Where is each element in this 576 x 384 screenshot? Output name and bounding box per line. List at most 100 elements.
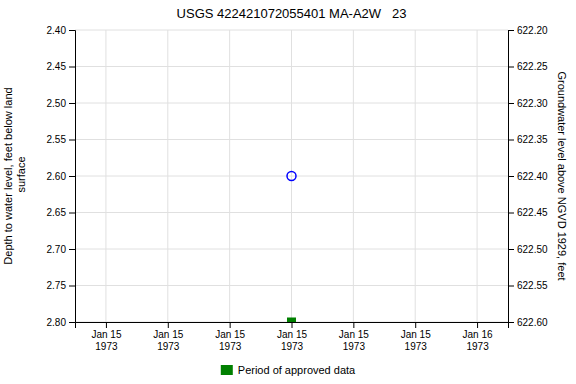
tick: 622.20 bbox=[508, 25, 548, 36]
tick-mark bbox=[106, 322, 107, 328]
tick-mark bbox=[69, 67, 75, 68]
tick: 622.40 bbox=[508, 171, 548, 182]
tick-label: 622.60 bbox=[517, 317, 548, 328]
tick-label: 2.70 bbox=[47, 244, 67, 255]
y-axis-title-line: surface bbox=[15, 156, 27, 195]
series bbox=[288, 318, 296, 322]
tick: 2.80 bbox=[47, 317, 75, 328]
tick-label: 622.35 bbox=[517, 134, 548, 145]
tick-mark bbox=[508, 140, 514, 141]
grid-line bbox=[477, 30, 478, 322]
tick-label: 2.50 bbox=[47, 98, 67, 109]
tick: 622.55 bbox=[508, 280, 548, 291]
tick-label: 2.65 bbox=[47, 207, 67, 218]
tick: 622.45 bbox=[508, 207, 548, 218]
tick-mark bbox=[69, 140, 75, 141]
tick-mark bbox=[69, 213, 75, 214]
tick-label-line: 1973 bbox=[219, 341, 242, 352]
title: USGS 422421072055401 MA-A2W 23 bbox=[177, 6, 407, 21]
tick-mark bbox=[69, 322, 75, 323]
grid-line bbox=[229, 30, 230, 322]
axis-line bbox=[509, 31, 515, 323]
legend: Period of approved data bbox=[221, 364, 356, 376]
tick-label: 2.80 bbox=[47, 317, 67, 328]
tick: 2.50 bbox=[47, 98, 75, 109]
tick-label: 622.40 bbox=[517, 171, 548, 182]
tick: 2.70 bbox=[47, 244, 75, 255]
y-axis-title: Depth to water level, feet below land su… bbox=[2, 87, 27, 264]
grid-line bbox=[105, 30, 106, 322]
series bbox=[287, 172, 296, 181]
tick-mark bbox=[508, 322, 514, 323]
tick-label: 2.45 bbox=[47, 61, 67, 72]
tick-label-line: 1973 bbox=[95, 341, 118, 352]
tick-mark bbox=[69, 176, 75, 177]
tick: Jan 151973 bbox=[339, 322, 369, 352]
grid-line bbox=[353, 30, 354, 322]
tick-mark bbox=[508, 176, 514, 177]
tick-label-line: Jan 16 bbox=[463, 329, 493, 340]
legend-swatch bbox=[221, 365, 233, 375]
tick: 2.65 bbox=[47, 207, 75, 218]
tick-mark bbox=[230, 322, 231, 328]
tick: 622.50 bbox=[508, 244, 548, 255]
y-axis: 2.40 2.45 2.50 2.55 2.60 2.65 2.70 2.75 2.80 bbox=[47, 25, 76, 328]
tick-mark bbox=[292, 322, 293, 328]
x-axis: Jan 151973Jan 151973Jan 151973Jan 151973… bbox=[76, 322, 509, 352]
tick-label: Jan 151973 bbox=[215, 329, 245, 352]
tick-label-line: 1973 bbox=[157, 341, 180, 352]
axis-line bbox=[69, 31, 76, 323]
y2-axis-title-line: Groundwater level above NGVD 1929, feet bbox=[556, 71, 568, 280]
tick-label-line: Jan 15 bbox=[153, 329, 183, 340]
plot: Jan 151973Jan 151973Jan 151973Jan 151973… bbox=[2, 6, 568, 352]
tick-mark bbox=[69, 249, 75, 250]
tick-mark bbox=[168, 322, 169, 328]
tick: Jan 151973 bbox=[277, 322, 307, 352]
tick-label: 2.60 bbox=[47, 171, 67, 182]
tick: Jan 151973 bbox=[401, 322, 431, 352]
tick: 2.45 bbox=[47, 61, 75, 72]
grid-line bbox=[291, 30, 292, 322]
tick-label: Jan 161973 bbox=[463, 329, 493, 352]
tick: Jan 161973 bbox=[463, 322, 493, 352]
chart: Jan 151973Jan 151973Jan 151973Jan 151973… bbox=[0, 0, 576, 384]
tick-label: 622.20 bbox=[517, 25, 548, 36]
grid-line bbox=[415, 30, 416, 322]
tick-label: 622.50 bbox=[517, 244, 548, 255]
tick-label-line: 1973 bbox=[281, 341, 304, 352]
tick-mark bbox=[508, 286, 514, 287]
tick-label-line: 1973 bbox=[466, 341, 489, 352]
tick-label: Jan 151973 bbox=[153, 329, 183, 352]
tick-mark bbox=[508, 213, 514, 214]
tick-label-line: Jan 15 bbox=[401, 329, 431, 340]
tick-label: Jan 151973 bbox=[91, 329, 121, 352]
tick-label-line: Jan 15 bbox=[277, 329, 307, 340]
tick-label-line: Jan 15 bbox=[91, 329, 121, 340]
tick-label: Jan 151973 bbox=[401, 329, 431, 352]
tick: 622.35 bbox=[508, 134, 548, 145]
y-axis-title-line: Depth to water level, feet below land bbox=[2, 87, 14, 264]
tick-label: 622.30 bbox=[517, 98, 548, 109]
tick-label: 2.75 bbox=[47, 280, 67, 291]
tick-label: 2.55 bbox=[47, 134, 67, 145]
tick-label: 622.45 bbox=[517, 207, 548, 218]
grid bbox=[75, 30, 508, 322]
tick: 622.25 bbox=[508, 61, 548, 72]
tick-mark bbox=[477, 322, 478, 328]
tick-label-line: 1973 bbox=[343, 341, 366, 352]
tick-label-line: Jan 15 bbox=[339, 329, 369, 340]
tick: 622.60 bbox=[508, 317, 548, 328]
marks bbox=[287, 172, 296, 323]
tick: 2.60 bbox=[47, 171, 75, 182]
tick-mark bbox=[508, 67, 514, 68]
tick: Jan 151973 bbox=[91, 322, 121, 352]
grid-line bbox=[167, 30, 168, 322]
tick: Jan 151973 bbox=[153, 322, 183, 352]
tick-label: Jan 151973 bbox=[339, 329, 369, 352]
tick-label: 2.40 bbox=[47, 25, 67, 36]
tick-mark bbox=[415, 322, 416, 328]
tick-label: 622.25 bbox=[517, 61, 548, 72]
y2-axis-title: Groundwater level above NGVD 1929, feet bbox=[556, 71, 568, 280]
point bbox=[287, 172, 296, 181]
tick: 2.75 bbox=[47, 280, 75, 291]
